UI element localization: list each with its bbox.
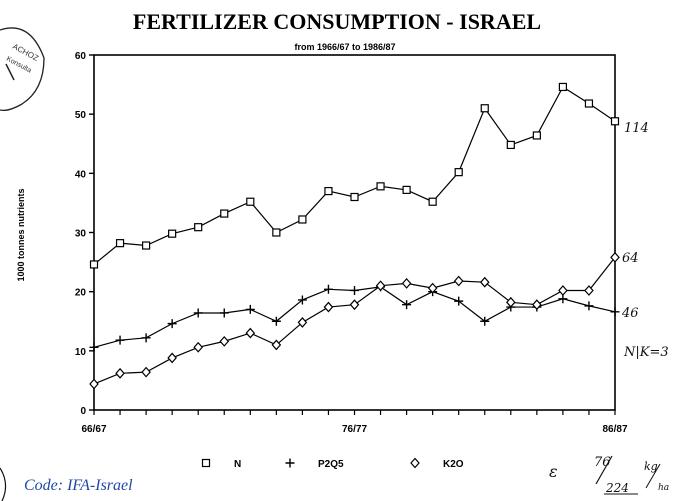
epsilon-note: ε (549, 462, 558, 481)
p2o5-end-note: 46 (621, 306, 639, 321)
point-p2q5-8 (297, 295, 307, 305)
npk-ratio-note: N|K=3 (623, 345, 669, 360)
archive-stamp: ACHOZ Konsulta (0, 27, 45, 112)
point-n-1 (115, 239, 125, 248)
legend-marker-p2q5 (285, 458, 295, 468)
point-k2o-0 (89, 378, 99, 390)
point-p2q5-5 (219, 308, 229, 318)
y-tick-label-1: 10 (75, 347, 87, 358)
y-tick-label-4: 40 (75, 169, 87, 180)
point-n-12 (402, 185, 411, 194)
point-k2o-18 (558, 285, 568, 296)
point-p2q5-10 (350, 285, 359, 295)
point-k2o-16 (505, 296, 516, 308)
y-tick-label-6: 60 (75, 51, 87, 62)
series-n (89, 82, 620, 269)
point-p2q5-3 (167, 319, 177, 329)
point-k2o-15 (479, 276, 490, 288)
point-k2o-19 (584, 285, 594, 296)
legend-marker-k2o (410, 457, 420, 469)
point-k2o-13 (427, 282, 438, 294)
point-k2o-7 (271, 339, 282, 351)
x-tick-label-1: 76/77 (342, 424, 367, 435)
x-tick-label-2: 86/87 (602, 424, 627, 435)
point-n-2 (142, 241, 151, 250)
series-p2q5 (89, 282, 620, 352)
point-k2o-9 (323, 301, 334, 313)
k2o-end-note: 64 (622, 251, 639, 266)
point-k2o-5 (219, 335, 230, 347)
series-k2o (89, 251, 620, 390)
legend-label-k2o: K2O (443, 459, 464, 470)
point-p2q5-2 (141, 333, 151, 343)
point-k2o-1 (115, 367, 125, 379)
y-tick-label-3: 30 (75, 229, 87, 240)
point-k2o-11 (375, 280, 386, 292)
point-n-10 (350, 192, 359, 202)
legend-label-p2q5: P2Q5 (318, 459, 344, 470)
point-n-19 (584, 99, 594, 108)
point-n-15 (480, 104, 489, 113)
point-k2o-3 (167, 352, 177, 364)
point-n-11 (376, 182, 385, 191)
point-n-6 (246, 197, 255, 206)
point-n-16 (506, 140, 515, 150)
legend-label-n: N (234, 459, 241, 470)
y-tick-label-5: 50 (75, 110, 87, 121)
point-n-9 (324, 186, 333, 196)
x-tick-label-0: 66/67 (81, 424, 106, 435)
point-p2q5-20 (610, 307, 620, 317)
ratio-denominator: 224 (605, 481, 629, 495)
point-k2o-17 (532, 299, 542, 311)
point-p2q5-15 (480, 316, 490, 326)
point-p2q5-4 (193, 308, 203, 318)
point-k2o-6 (245, 327, 256, 339)
point-n-5 (220, 209, 229, 218)
legend: N P2Q5 K2O (201, 457, 464, 470)
source-code-label: Code: IFA-Israel (24, 477, 133, 494)
point-p2q5-6 (245, 304, 255, 314)
series-layer (89, 82, 620, 390)
point-n-7 (272, 228, 281, 237)
y-axis-label: 1000 tonnes nutrients (16, 188, 26, 281)
point-p2q5-12 (402, 300, 412, 310)
point-n-4 (194, 223, 203, 232)
point-k2o-8 (297, 317, 308, 328)
unit-numerator: kg (644, 460, 658, 473)
y-tick-label-0: 0 (80, 406, 86, 417)
point-n-18 (558, 82, 568, 92)
point-k2o-12 (401, 277, 412, 289)
unit-denominator: ha (658, 483, 669, 493)
point-p2q5-9 (323, 284, 333, 294)
series-line-p2q5 (93, 286, 616, 348)
point-n-14 (454, 168, 463, 177)
point-p2q5-1 (115, 335, 125, 345)
point-p2q5-14 (454, 296, 464, 306)
x-axis: 66/67 76/77 86/87 (81, 410, 628, 435)
point-k2o-20 (610, 251, 620, 263)
series-line-n (93, 86, 616, 265)
chart-subtitle: from 1966/67 to 1986/87 (294, 42, 395, 52)
point-n-8 (298, 215, 307, 224)
point-k2o-10 (349, 299, 360, 311)
n-end-note: 114 (624, 121, 649, 136)
chart-title: FERTILIZER CONSUMPTION - ISRAEL (133, 9, 541, 34)
y-tick-label-2: 20 (75, 288, 87, 299)
point-k2o-2 (141, 366, 151, 378)
point-p2q5-19 (584, 301, 594, 311)
point-k2o-4 (193, 341, 204, 353)
point-n-17 (532, 131, 541, 140)
point-n-13 (428, 197, 437, 206)
point-k2o-14 (453, 275, 464, 287)
point-n-20 (610, 117, 620, 126)
point-n-3 (168, 229, 177, 238)
point-p2q5-0 (89, 342, 99, 352)
point-n-0 (89, 260, 99, 269)
point-p2q5-7 (271, 316, 281, 326)
y-axis: 0 10 20 30 40 50 60 (75, 51, 94, 417)
legend-marker-n (201, 458, 211, 468)
